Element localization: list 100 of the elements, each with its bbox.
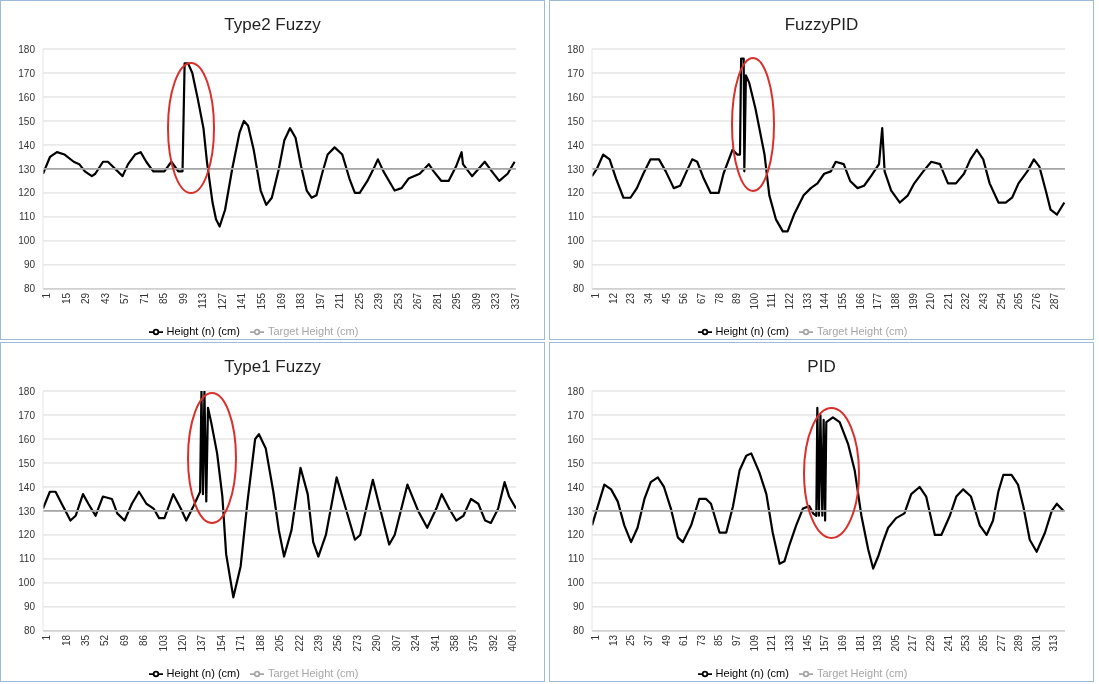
y-tick-label: 80 <box>23 283 36 295</box>
x-tick-label: 166 <box>854 292 866 310</box>
x-tick-label: 287 <box>1048 292 1060 310</box>
y-tick-label: 150 <box>18 457 36 469</box>
x-tick-label: 193 <box>872 634 884 652</box>
x-tick-label: 12 <box>607 292 619 305</box>
x-tick-label: 85 <box>158 292 170 305</box>
y-tick-label: 100 <box>18 577 36 589</box>
x-tick-label: 205 <box>274 634 286 652</box>
x-tick-label: 103 <box>157 634 169 652</box>
x-tick-label: 253 <box>960 634 972 652</box>
x-tick-label: 25 <box>625 634 637 647</box>
y-tick-label: 130 <box>567 505 585 517</box>
x-tick-label: 239 <box>313 634 325 652</box>
y-tick-label: 160 <box>18 91 36 103</box>
x-tick-label: 1 <box>590 292 602 299</box>
y-tick-label: 90 <box>23 601 36 613</box>
x-tick-label: 281 <box>431 292 443 310</box>
y-tick-label: 90 <box>572 601 585 613</box>
x-tick-label: 71 <box>138 292 150 305</box>
y-tick-label: 100 <box>18 235 36 247</box>
y-tick-label: 90 <box>23 259 36 271</box>
x-tick-label: 222 <box>293 634 305 652</box>
x-tick-label: 229 <box>925 634 937 652</box>
chart-title: Type2 Fuzzy <box>223 15 322 35</box>
y-tick-label: 130 <box>18 505 36 517</box>
y-tick-label: 140 <box>18 481 36 493</box>
x-tick-label: 392 <box>487 634 499 652</box>
x-tick-label: 29 <box>80 292 92 305</box>
x-tick-label: 205 <box>889 634 901 652</box>
x-tick-label: 177 <box>872 292 884 310</box>
x-tick-label: 323 <box>490 292 502 310</box>
y-tick-label: 120 <box>567 529 585 541</box>
y-tick-label: 140 <box>567 139 585 151</box>
legend-label: Height (n) (cm) <box>166 666 240 679</box>
x-tick-label: 45 <box>660 292 672 305</box>
x-tick-label: 309 <box>470 292 482 310</box>
x-tick-label: 358 <box>448 634 460 652</box>
x-tick-label: 133 <box>801 292 813 310</box>
y-tick-label: 120 <box>18 529 36 541</box>
x-tick-label: 1 <box>41 292 53 299</box>
legend-label: Height (n) (cm) <box>715 666 789 679</box>
x-tick-label: 61 <box>678 634 690 647</box>
x-tick-label: 120 <box>177 634 189 652</box>
x-tick-label: 265 <box>1013 292 1025 310</box>
x-tick-label: 43 <box>99 292 111 305</box>
x-tick-label: 256 <box>332 634 344 652</box>
x-tick-label: 1 <box>590 634 602 641</box>
legend-label: Target Height (cm) <box>267 324 359 337</box>
y-tick-label: 120 <box>567 187 585 199</box>
y-tick-label: 170 <box>18 409 36 421</box>
x-tick-label: 313 <box>1048 634 1060 652</box>
y-tick-label: 170 <box>18 67 36 79</box>
y-tick-label: 80 <box>572 283 585 295</box>
y-tick-label: 150 <box>567 115 585 127</box>
x-tick-label: 210 <box>925 292 937 310</box>
x-tick-label: 290 <box>371 634 383 652</box>
line-series <box>592 57 1065 233</box>
chart-title: FuzzyPID <box>783 15 860 35</box>
x-tick-label: 78 <box>713 292 725 305</box>
x-tick-label: 254 <box>995 292 1007 310</box>
x-tick-label: 56 <box>678 292 690 305</box>
y-tick-label: 130 <box>567 163 585 175</box>
x-tick-label: 277 <box>995 634 1007 652</box>
x-tick-label: 243 <box>978 292 990 310</box>
x-tick-label: 253 <box>392 292 404 310</box>
x-tick-label: 276 <box>1031 292 1043 310</box>
line-series <box>592 406 1065 570</box>
legend-label: Target Height (cm) <box>816 324 908 337</box>
y-tick-label: 100 <box>567 235 585 247</box>
y-tick-label: 110 <box>568 553 585 565</box>
line-series <box>43 391 516 599</box>
x-tick-label: 97 <box>731 634 743 647</box>
x-tick-label: 409 <box>507 634 519 652</box>
x-tick-label: 183 <box>295 292 307 310</box>
x-tick-label: 23 <box>625 292 637 305</box>
y-tick-label: 160 <box>567 91 585 103</box>
y-tick-label: 140 <box>18 139 36 151</box>
x-tick-label: 67 <box>695 292 707 305</box>
x-tick-label: 337 <box>509 292 521 310</box>
x-tick-label: 265 <box>977 634 989 652</box>
y-tick-label: 110 <box>568 211 585 223</box>
x-tick-label: 188 <box>254 634 266 652</box>
x-tick-label: 127 <box>216 292 228 310</box>
legend-label: Height (n) (cm) <box>166 324 240 337</box>
y-tick-label: 180 <box>18 43 36 55</box>
x-tick-label: 324 <box>410 634 422 652</box>
x-tick-label: 113 <box>197 292 209 309</box>
chart-title: PID <box>806 357 837 377</box>
x-tick-label: 121 <box>766 634 778 652</box>
y-tick-label: 130 <box>18 163 36 175</box>
y-tick-label: 170 <box>567 409 585 421</box>
line-series <box>43 62 516 228</box>
x-tick-label: 1 <box>41 634 53 641</box>
x-tick-label: 375 <box>468 634 480 652</box>
legend-label: Target Height (cm) <box>816 666 908 679</box>
y-tick-label: 80 <box>23 625 36 637</box>
x-tick-label: 295 <box>451 292 463 310</box>
x-tick-label: 99 <box>177 292 189 305</box>
x-tick-label: 239 <box>373 292 385 310</box>
